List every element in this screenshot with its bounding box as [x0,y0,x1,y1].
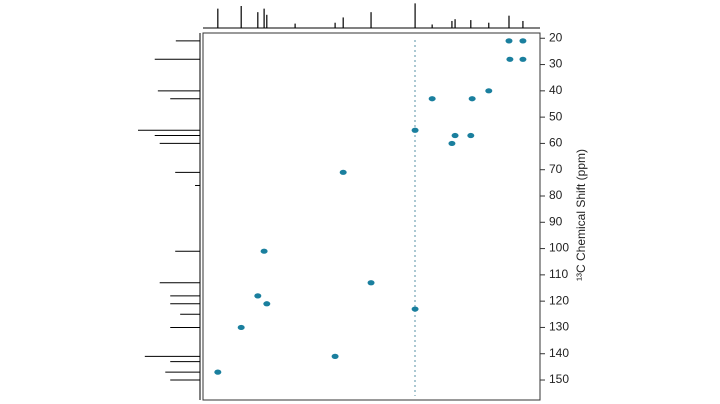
cross-peak [263,301,271,307]
cross-peak [468,96,476,102]
y-tick-label: 60 [549,136,563,150]
cross-peak [331,353,339,359]
y-tick-label: 80 [549,188,563,202]
cross-peak [506,56,514,62]
y-axis-label: ¹³C Chemical Shift (ppm) [574,149,588,281]
cross-peak [411,306,419,312]
cross-peak [519,56,527,62]
cross-peak [339,169,347,175]
y-tick-label: 140 [549,346,569,360]
cross-peak [448,140,456,147]
y-tick-label: 50 [549,109,563,123]
cross-peak [367,280,375,286]
cross-peak [411,127,419,133]
cross-peak [214,369,222,375]
y-tick-label: 90 [549,214,563,228]
y-tick-label: 120 [549,293,569,307]
y-tick-label: 130 [549,320,569,334]
cross-peak [467,132,475,139]
cross-peak [237,324,245,331]
y-tick-label: 30 [549,57,563,71]
plot-frame [202,32,541,401]
cross-peak [428,96,436,102]
cross-peak [505,38,513,44]
y-tick-label: 70 [549,162,563,176]
y-tick-label: 110 [549,267,568,281]
cross-peak [451,132,459,139]
y-tick-label: 20 [549,30,563,44]
cross-peak [519,38,527,44]
y-tick-label: 150 [549,372,569,386]
cross-peak [254,293,262,299]
cross-peak [485,88,493,94]
y-tick-label: 40 [549,83,563,97]
cross-peak [260,248,268,254]
y-tick-label: 100 [549,241,569,255]
